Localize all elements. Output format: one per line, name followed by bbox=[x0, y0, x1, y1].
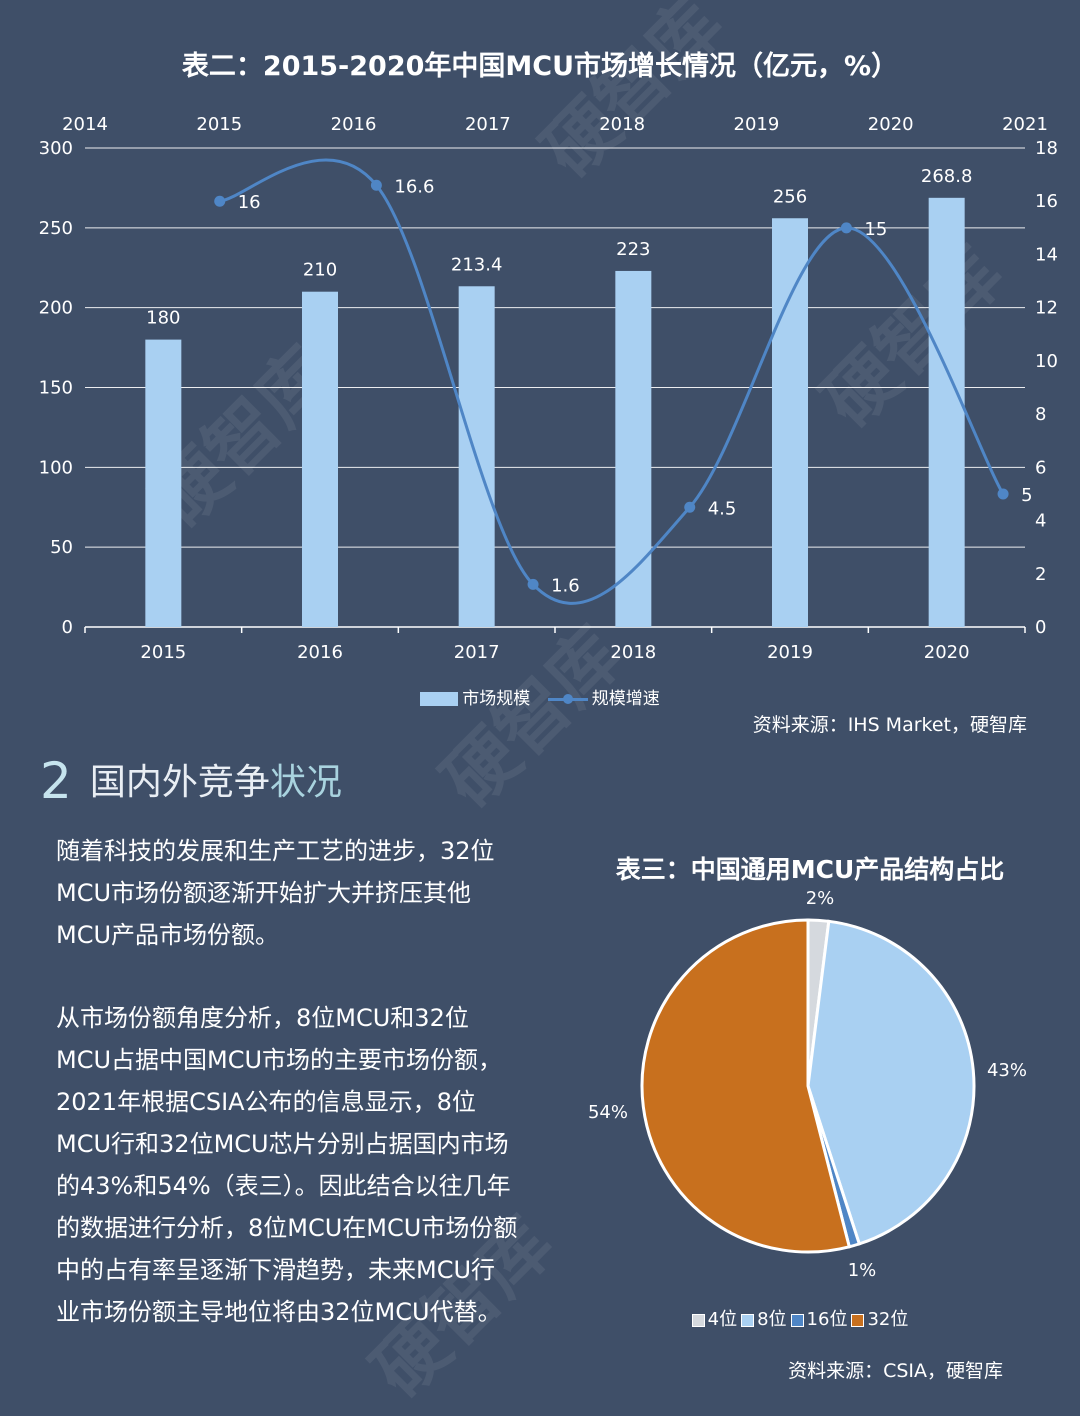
growth-label: 1.6 bbox=[551, 575, 580, 596]
x-tick-label: 2018 bbox=[610, 642, 656, 663]
chart1-source: 资料来源：IHS Market，硬智库 bbox=[752, 714, 1027, 736]
y-tick-label: 200 bbox=[39, 298, 73, 319]
bar bbox=[302, 291, 338, 627]
y2-tick-label: 14 bbox=[1035, 244, 1058, 265]
y2-tick-label: 10 bbox=[1035, 351, 1058, 372]
legend2-item: 32位 bbox=[851, 1305, 908, 1331]
growth-label: 5 bbox=[1021, 485, 1032, 506]
chart1-legend: 市场规模 规模增速 bbox=[0, 684, 1080, 709]
x-tick-label: 2019 bbox=[767, 642, 813, 663]
body-text: 随着科技的发展和生产工艺的进步，32位MCU市场份额逐渐开始扩大并挤压其他MCU… bbox=[56, 830, 518, 1374]
y2-tick-label: 6 bbox=[1035, 457, 1046, 478]
legend-item-line: 规模增速 bbox=[547, 684, 660, 709]
x-tick-label: 2016 bbox=[297, 642, 343, 663]
legend-item-bar: 市场规模 bbox=[420, 684, 530, 709]
chart1-title: 表二：2015-2020年中国MCU市场增长情况（亿元，%） bbox=[181, 51, 899, 82]
bar-label: 256 bbox=[773, 186, 807, 207]
bar-label: 223 bbox=[616, 239, 650, 260]
growth-point bbox=[684, 501, 696, 513]
top-axis-label: 2016 bbox=[331, 114, 377, 135]
legend-line-swatch bbox=[547, 692, 588, 706]
growth-point bbox=[214, 195, 226, 207]
legend2-item: 16位 bbox=[790, 1305, 848, 1331]
bar-label: 268.8 bbox=[921, 166, 973, 187]
y-tick-label: 100 bbox=[39, 457, 73, 478]
pie-slice bbox=[806, 919, 976, 1246]
y2-tick-label: 0 bbox=[1035, 617, 1046, 638]
top-axis-label: 2015 bbox=[196, 114, 242, 135]
bar bbox=[145, 339, 182, 627]
legend2-swatch bbox=[691, 1313, 705, 1327]
y2-tick-label: 8 bbox=[1035, 404, 1046, 425]
x-tick-label: 2020 bbox=[924, 642, 970, 663]
top-axis-label: 2017 bbox=[465, 114, 511, 135]
legend2-swatch bbox=[851, 1313, 865, 1327]
top-axis-label: 2014 bbox=[62, 114, 108, 135]
body-paragraph-1: 随着科技的发展和生产工艺的进步，32位MCU市场份额逐渐开始扩大并挤压其他MCU… bbox=[56, 837, 495, 949]
x-tick-label: 2015 bbox=[140, 642, 186, 663]
section-number: 2 bbox=[40, 752, 72, 810]
legend2-label: 16位 bbox=[806, 1309, 848, 1330]
legend-line-label: 规模增速 bbox=[591, 689, 660, 709]
top-axis-label: 2018 bbox=[599, 114, 645, 135]
growth-label: 15 bbox=[864, 219, 887, 240]
legend2-swatch bbox=[741, 1313, 755, 1327]
chart2-legend: 4位 8位 16位 32位 bbox=[560, 1305, 1040, 1331]
legend2-item: 8位 bbox=[741, 1305, 787, 1331]
bar bbox=[928, 197, 965, 627]
growth-point bbox=[840, 222, 852, 234]
body-paragraph-2: 从市场份额角度分析，8位MCU和32位MCU占据中国MCU市场的主要市场份额，2… bbox=[56, 1004, 518, 1326]
top-axis-label: 2021 bbox=[1002, 114, 1048, 135]
y-tick-label: 50 bbox=[50, 537, 73, 558]
y2-tick-label: 18 bbox=[1035, 138, 1058, 159]
bar bbox=[772, 218, 808, 627]
legend-bar-label: 市场规模 bbox=[462, 689, 531, 709]
bar-label: 210 bbox=[303, 260, 337, 281]
chart2-source: 资料来源：CSIA，硬智库 bbox=[788, 1360, 1003, 1382]
bar-label: 213.4 bbox=[451, 254, 503, 275]
x-tick-label: 2017 bbox=[454, 642, 500, 663]
legend2-item: 4位 bbox=[691, 1305, 738, 1331]
y-tick-label: 0 bbox=[62, 617, 73, 638]
pie-label: 1% bbox=[848, 1260, 877, 1281]
legend2-label: 8位 bbox=[757, 1309, 787, 1330]
y-tick-label: 300 bbox=[39, 138, 73, 159]
section-heading: 2 国内外竞争状况 bbox=[40, 752, 342, 810]
growth-point bbox=[997, 488, 1009, 500]
y2-tick-label: 12 bbox=[1035, 298, 1058, 319]
top-axis-label: 2020 bbox=[868, 114, 914, 135]
pie-label: 54% bbox=[588, 1102, 628, 1123]
top-axis-label: 2019 bbox=[734, 114, 780, 135]
growth-point bbox=[527, 578, 539, 590]
growth-label: 16 bbox=[238, 192, 261, 213]
pie-label: 2% bbox=[806, 888, 835, 909]
bar-label: 180 bbox=[146, 308, 180, 329]
pie-slice bbox=[640, 918, 852, 1254]
section-title-part-b: 状况 bbox=[269, 762, 342, 803]
chart2-pie: 2% 43% 1% 54% bbox=[588, 888, 1027, 1281]
y2-tick-label: 2 bbox=[1035, 564, 1046, 585]
y-tick-label: 150 bbox=[39, 378, 73, 399]
bar bbox=[615, 270, 652, 627]
legend2-label: 32位 bbox=[867, 1309, 909, 1330]
growth-label: 4.5 bbox=[708, 498, 737, 519]
growth-label: 16.6 bbox=[394, 176, 434, 197]
pie-label: 43% bbox=[987, 1060, 1027, 1081]
legend2-label: 4位 bbox=[707, 1309, 738, 1330]
y2-tick-label: 4 bbox=[1035, 511, 1046, 532]
y2-tick-label: 16 bbox=[1035, 191, 1058, 212]
y-tick-label: 250 bbox=[39, 218, 73, 239]
chart2-title: 表三：中国通用MCU产品结构占比 bbox=[615, 855, 1005, 884]
growth-point bbox=[370, 179, 382, 191]
chart1-plot: 0 50 100 150 200 250 300 0 2 4 6 8 10 12 14 16 18 2014 201… bbox=[39, 114, 1058, 663]
legend-bar-swatch bbox=[420, 692, 459, 706]
section-title-part-a: 国内外竞争 bbox=[89, 762, 270, 803]
legend2-swatch bbox=[790, 1313, 804, 1327]
